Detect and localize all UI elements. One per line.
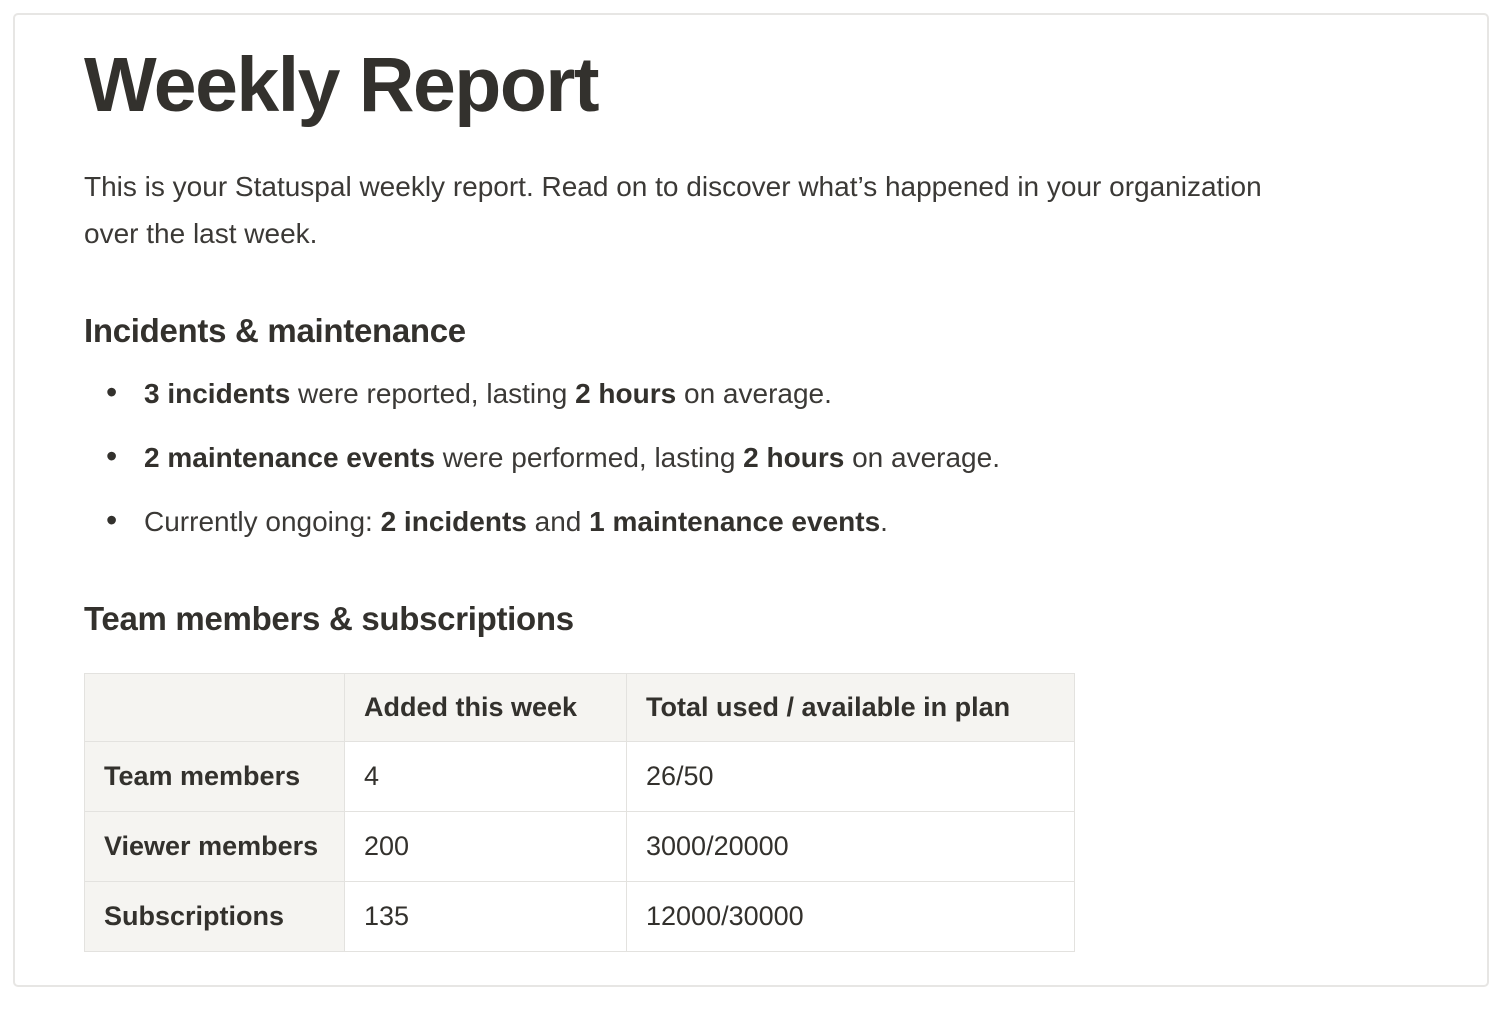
row-label: Viewer members — [84, 811, 345, 882]
table-header-added-this-week: Added this week — [344, 673, 627, 742]
cell-added-this-week: 200 — [344, 811, 627, 882]
table-row-subscriptions: Subscriptions 135 12000/30000 — [84, 881, 1075, 952]
row-label: Team members — [84, 741, 345, 812]
cell-added-this-week: 4 — [344, 741, 627, 812]
table-row-viewer-members: Viewer members 200 3000/20000 — [84, 811, 1075, 882]
list-item-maintenance-performed: 2 maintenance events were performed, las… — [106, 439, 1418, 475]
table-row-team-members: Team members 4 26/50 — [84, 741, 1075, 812]
table-header-total-used: Total used / available in plan — [626, 673, 1075, 742]
intro-text: This is your Statuspal weekly report. Re… — [84, 171, 1262, 249]
cell-added-this-week: 135 — [344, 881, 627, 952]
list-item-incidents-reported: 3 incidents were reported, lasting 2 hou… — [106, 375, 1418, 411]
table-header-row: Added this week Total used / available i… — [84, 673, 1075, 742]
incidents-section-heading: Incidents & maintenance — [84, 312, 466, 349]
cell-total-used: 3000/20000 — [626, 811, 1075, 882]
incidents-list: 3 incidents were reported, lasting 2 hou… — [84, 375, 1418, 539]
row-label: Subscriptions — [84, 881, 345, 952]
list-item-currently-ongoing: Currently ongoing: 2 incidents and 1 mai… — [106, 503, 1418, 539]
weekly-report-card: Weekly Report This is your Statuspal wee… — [13, 13, 1489, 987]
table-header-empty — [84, 673, 345, 742]
team-section-heading: Team members & subscriptions — [84, 600, 574, 637]
cell-total-used: 26/50 — [626, 741, 1075, 812]
team-subscriptions-table: Added this week Total used / available i… — [84, 673, 1075, 952]
page-title: Weekly Report — [84, 42, 599, 128]
cell-total-used: 12000/30000 — [626, 881, 1075, 952]
